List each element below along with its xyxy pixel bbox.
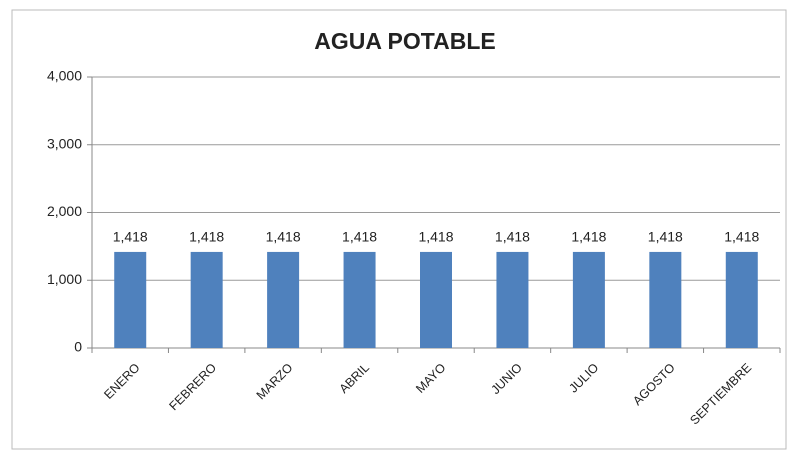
y-tick-label: 4,000 [47,68,82,84]
value-label: 1,418 [342,229,377,245]
bar [114,251,147,348]
bar [725,251,758,348]
value-label: 1,418 [571,229,606,245]
bar [190,251,223,348]
value-label: 1,418 [724,229,759,245]
bar [267,251,300,348]
chart-title: AGUA POTABLE [314,28,495,54]
bar [649,251,682,348]
y-tick-label: 0 [74,339,82,355]
bar [572,251,605,348]
value-label: 1,418 [266,229,301,245]
value-label: 1,418 [648,229,683,245]
value-label: 1,418 [113,229,148,245]
chart-border [11,9,787,450]
y-tick-label: 1,000 [47,271,82,287]
value-label: 1,418 [495,229,530,245]
bar [420,251,452,348]
bar [496,251,529,348]
value-label: 1,418 [189,229,224,245]
bar [343,251,376,348]
value-label: 1,418 [418,229,453,245]
y-tick-label: 2,000 [47,203,82,219]
y-tick-label: 3,000 [47,135,82,151]
